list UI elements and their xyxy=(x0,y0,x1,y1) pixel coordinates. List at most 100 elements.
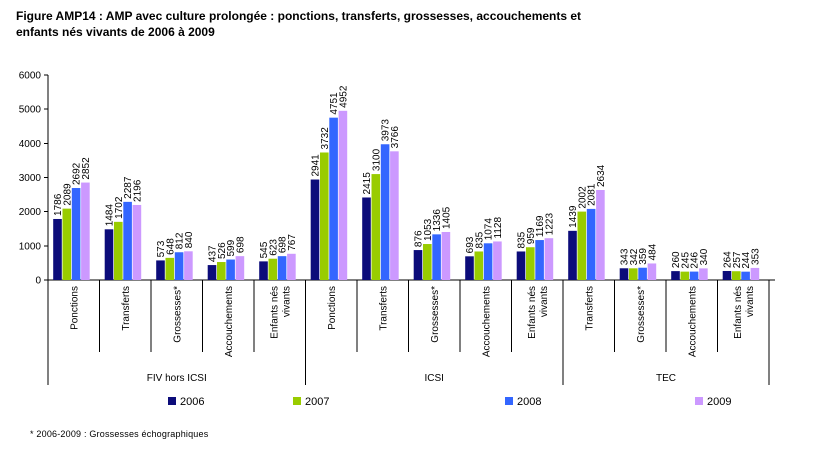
data-label: 1169 xyxy=(535,215,546,237)
data-label: 2089 xyxy=(62,183,73,206)
data-label: 1336 xyxy=(432,209,443,232)
data-label: 545 xyxy=(259,241,270,258)
bar xyxy=(699,268,708,280)
bar xyxy=(62,208,72,280)
data-label: 246 xyxy=(690,251,701,268)
data-label: 359 xyxy=(638,248,649,265)
category-label: Ponctions xyxy=(69,286,80,330)
bar xyxy=(493,241,502,280)
bar xyxy=(174,252,184,280)
chart-title: Figure AMP14 : AMP avec culture prolongé… xyxy=(16,8,716,40)
data-label: 526 xyxy=(217,242,228,259)
bar xyxy=(104,229,114,280)
bar xyxy=(750,267,760,280)
bar xyxy=(53,218,62,280)
data-label: 1786 xyxy=(53,193,64,216)
category-label: Accouchements xyxy=(224,286,235,357)
bar xyxy=(310,179,320,280)
data-label: 343 xyxy=(620,248,631,265)
data-label: 3766 xyxy=(390,126,401,149)
data-label: 2196 xyxy=(132,179,143,202)
data-label: 812 xyxy=(175,232,186,249)
data-label: 2941 xyxy=(311,154,322,177)
bar xyxy=(586,208,596,280)
data-label: 698 xyxy=(278,236,289,253)
data-label: 2002 xyxy=(577,186,588,209)
bar xyxy=(741,271,750,280)
data-label: 264 xyxy=(723,251,734,268)
bar xyxy=(638,267,647,280)
data-label: 1405 xyxy=(441,206,452,229)
data-label: 840 xyxy=(184,231,195,248)
bar xyxy=(156,260,165,280)
data-label: 2415 xyxy=(362,172,373,195)
category-label: Transferts xyxy=(378,286,389,331)
bar xyxy=(390,151,399,280)
bar xyxy=(235,256,245,280)
data-label: 767 xyxy=(287,234,298,251)
category-label: vivants xyxy=(539,286,550,317)
footnote: * 2006-2009 : Grossesses échographiques xyxy=(30,429,209,439)
y-tick-label: 0 xyxy=(35,276,41,287)
group-label: TEC xyxy=(656,373,676,384)
y-tick-label: 6000 xyxy=(19,71,42,82)
bar xyxy=(259,261,268,280)
data-label: 245 xyxy=(680,252,691,269)
bar xyxy=(423,244,432,280)
data-label: 340 xyxy=(699,248,710,265)
bar xyxy=(165,257,175,280)
bar xyxy=(114,221,123,280)
legend-swatch xyxy=(695,397,703,405)
data-label: 1439 xyxy=(568,205,579,228)
bar xyxy=(516,251,526,280)
category-label: Enfants nés xyxy=(527,286,538,339)
bar xyxy=(474,251,484,280)
category-label: Grossesses* xyxy=(172,286,183,343)
data-label: 2634 xyxy=(596,164,607,187)
category-label: Ponctions xyxy=(327,286,338,330)
bar xyxy=(320,152,329,280)
bar xyxy=(568,230,577,280)
bar xyxy=(287,253,296,280)
bar xyxy=(526,247,535,280)
bar xyxy=(184,251,193,280)
data-label: 1484 xyxy=(105,204,116,227)
category-label: vivants xyxy=(745,286,756,317)
bar xyxy=(441,231,451,280)
data-label: 4952 xyxy=(338,85,349,108)
bar xyxy=(362,197,371,280)
data-label: 4751 xyxy=(329,92,340,115)
bar xyxy=(647,263,657,280)
data-label: 2287 xyxy=(123,176,134,199)
category-label: Grossesses* xyxy=(430,286,441,343)
data-label: 1702 xyxy=(114,196,125,219)
group-label: FIV hors ICSI xyxy=(147,373,207,384)
data-label: 959 xyxy=(526,227,537,244)
bar xyxy=(680,271,690,280)
bar xyxy=(629,268,638,280)
data-label: 698 xyxy=(235,236,246,253)
bar xyxy=(413,250,423,280)
category-label: Enfants nés xyxy=(733,286,744,339)
legend-swatch xyxy=(168,397,176,405)
bar xyxy=(123,201,132,280)
data-label: 1128 xyxy=(493,217,504,239)
legend-swatch xyxy=(505,397,513,405)
bar xyxy=(380,144,390,280)
legend-label: 2006 xyxy=(180,396,204,408)
data-label: 437 xyxy=(208,245,219,262)
legend-label: 2009 xyxy=(707,396,731,408)
bar xyxy=(722,270,732,280)
data-label: 3973 xyxy=(381,119,392,142)
data-label: 1223 xyxy=(544,213,555,236)
bar xyxy=(671,271,680,280)
data-label: 3100 xyxy=(371,148,382,171)
data-label: 260 xyxy=(671,251,682,268)
bar xyxy=(544,238,554,280)
bar xyxy=(465,256,474,280)
data-label: 2852 xyxy=(81,157,92,180)
bar xyxy=(81,182,90,280)
bar xyxy=(689,271,699,280)
y-tick-label: 4000 xyxy=(19,139,42,150)
bar xyxy=(535,240,544,280)
